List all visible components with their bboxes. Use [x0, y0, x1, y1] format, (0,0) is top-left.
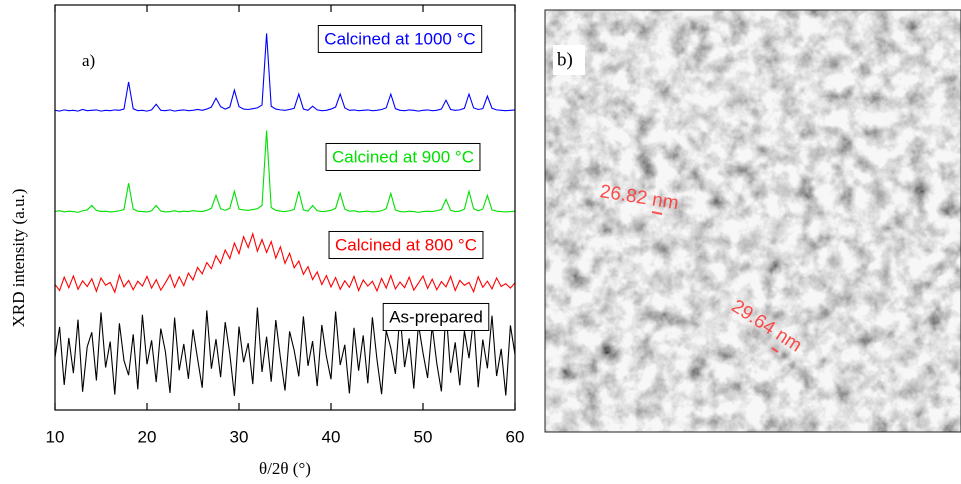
series-line	[55, 130, 515, 213]
series-line	[55, 33, 515, 112]
x-tick-label: 30	[230, 427, 249, 446]
sem-texture	[545, 10, 961, 432]
series-line	[55, 307, 515, 396]
series-line	[55, 231, 515, 294]
plot-frame	[54, 4, 516, 411]
legend-box	[325, 142, 481, 171]
x-axis-label: θ/2θ (°)	[259, 459, 311, 478]
panel-label: b)	[557, 49, 573, 70]
legend-box	[317, 24, 483, 53]
measurement-line	[771, 347, 779, 353]
legend-box	[382, 302, 490, 331]
x-tick-label: 10	[46, 427, 65, 446]
panel-label: a)	[82, 51, 95, 70]
x-tick-label: 40	[322, 427, 341, 446]
sem-frame	[544, 9, 961, 433]
x-tick-label: 50	[414, 427, 433, 446]
panel-label-bg	[553, 45, 585, 75]
legend-label: As-prepared	[389, 307, 483, 326]
measurement-line	[651, 211, 663, 215]
legend-label: Calcined at 800 °C	[335, 235, 477, 254]
y-axis-label: XRD intensity (a.u.)	[9, 189, 28, 328]
legend-label: Calcined at 1000 °C	[324, 29, 475, 48]
sem-image: b) 26.82 nm 29.64 nm	[544, 9, 961, 433]
legend-box	[328, 230, 484, 259]
legend-label: Calcined at 900 °C	[332, 147, 474, 166]
x-tick-label: 20	[138, 427, 157, 446]
xrd-plot	[55, 33, 515, 396]
x-tick-label: 60	[506, 427, 525, 446]
